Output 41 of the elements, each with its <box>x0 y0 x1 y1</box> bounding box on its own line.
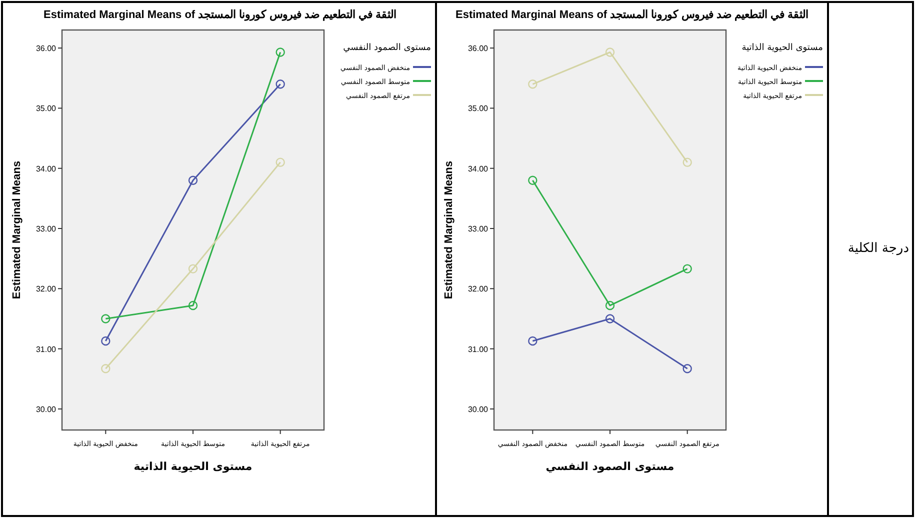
legend-title: مستوى الصمود النفسي <box>343 43 432 53</box>
y-tick-label: 36.00 <box>468 44 489 54</box>
y-tick-label: 32.00 <box>468 284 489 294</box>
point <box>605 48 615 57</box>
y-axis-title: Estimated Marginal Means <box>443 160 455 300</box>
y-tick-label: 30.00 <box>468 404 489 414</box>
x-axis-title: مستوى الصمود النفسي <box>546 460 674 473</box>
legend-title: مستوى الحيوية الذاتية <box>742 43 824 53</box>
point <box>276 80 285 89</box>
y-tick-label: 35.00 <box>36 104 57 114</box>
y-tick-label: 31.00 <box>36 344 57 354</box>
y-tick-label: 33.00 <box>36 224 57 234</box>
point <box>528 176 538 185</box>
y-tick-label: 34.00 <box>36 164 57 174</box>
chart-title: Estimated Marginal Means of الثقة في التطعيم ضد فيروس كورونا المستجد <box>456 9 808 22</box>
point <box>101 314 110 324</box>
point <box>682 158 692 167</box>
point <box>605 314 615 324</box>
y-tick-label: 36.00 <box>36 44 57 54</box>
point <box>528 80 538 89</box>
chart-title: Estimated Marginal Means of الثقة في التطعيم ضد فيروس كورونا المستجد <box>44 9 396 22</box>
point <box>605 300 615 310</box>
y-tick-label: 33.00 <box>468 224 489 234</box>
point <box>188 176 198 185</box>
text: درجة الكلية <box>848 241 910 256</box>
point <box>188 300 198 310</box>
point <box>276 158 285 167</box>
point <box>528 336 538 346</box>
x-axis-title: مستوى الحيوية الذاتية <box>134 460 252 473</box>
y-tick-label: 32.00 <box>36 284 57 294</box>
point <box>188 264 198 274</box>
point <box>682 364 692 374</box>
point <box>101 364 110 374</box>
point <box>682 264 692 274</box>
y-tick-label: 34.00 <box>468 164 489 174</box>
point <box>101 336 110 346</box>
point <box>276 48 285 57</box>
y-axis-title: Estimated Marginal Means <box>11 160 23 300</box>
y-tick-label: 30.00 <box>36 404 57 414</box>
y-tick-label: 35.00 <box>468 104 489 114</box>
y-tick-label: 31.00 <box>468 344 489 354</box>
